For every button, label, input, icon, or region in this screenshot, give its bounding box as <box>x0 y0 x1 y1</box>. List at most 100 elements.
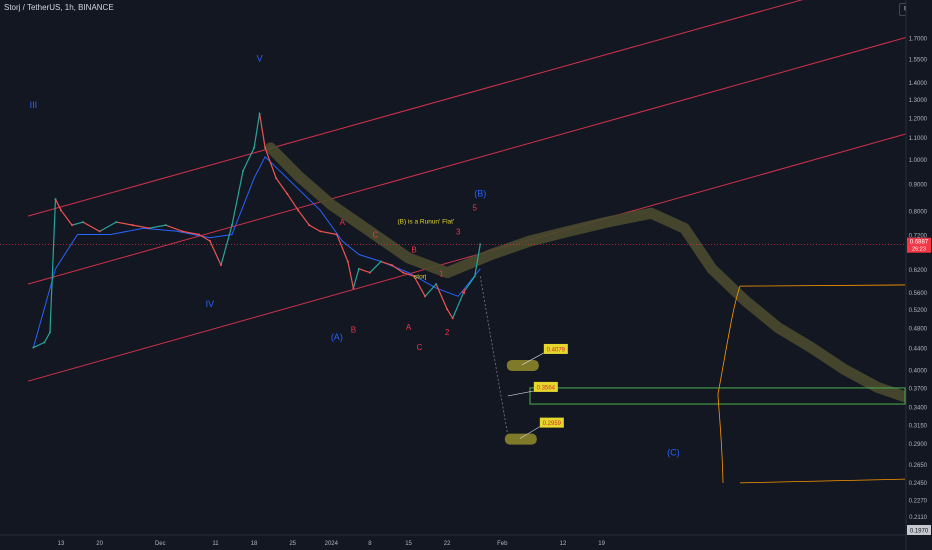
price-point[interactable] <box>435 283 438 286</box>
price-segment[interactable] <box>347 261 354 289</box>
price-segment[interactable] <box>99 221 117 232</box>
price-segment[interactable] <box>391 264 404 274</box>
price-segment[interactable] <box>253 113 261 148</box>
price-point[interactable] <box>368 271 371 274</box>
price-point[interactable] <box>473 275 476 278</box>
current-price-badge[interactable] <box>907 237 931 253</box>
price-point[interactable] <box>451 317 454 320</box>
price-segment[interactable] <box>242 147 255 172</box>
price-point[interactable] <box>43 341 46 344</box>
price-segment[interactable] <box>402 271 415 277</box>
channel-line[interactable] <box>27 34 917 285</box>
price-point[interactable] <box>446 308 449 311</box>
price-segment[interactable] <box>149 224 166 229</box>
price-segment[interactable] <box>435 283 448 310</box>
price-point[interactable] <box>462 291 465 294</box>
price-point[interactable] <box>319 230 322 233</box>
price-segment[interactable] <box>264 147 277 179</box>
x-tick-label: 20 <box>96 541 103 547</box>
y-tick-label: 0.9000 <box>909 182 928 188</box>
price-point[interactable] <box>164 224 167 227</box>
target-pill[interactable] <box>504 433 537 445</box>
price-point[interactable] <box>98 230 101 233</box>
price-point[interactable] <box>413 275 416 278</box>
price-segment[interactable] <box>209 240 222 266</box>
y-tick-label: 0.5600 <box>909 291 928 297</box>
price-point[interactable] <box>286 192 289 195</box>
price-segment[interactable] <box>308 224 321 232</box>
price-point[interactable] <box>264 146 267 149</box>
price-segment[interactable] <box>165 224 183 232</box>
price-point[interactable] <box>82 221 85 224</box>
projection-path[interactable] <box>265 142 911 403</box>
price-point[interactable] <box>242 169 245 172</box>
price-point[interactable] <box>402 271 405 274</box>
price-point[interactable] <box>424 295 427 298</box>
price-segment[interactable] <box>198 233 211 242</box>
price-point[interactable] <box>231 224 234 227</box>
price-point[interactable] <box>115 221 118 224</box>
price-point[interactable] <box>258 112 261 115</box>
price-segment[interactable] <box>452 291 465 319</box>
price-point[interactable] <box>275 177 278 180</box>
price-segment[interactable] <box>369 261 382 273</box>
price-point[interactable] <box>32 346 35 349</box>
price-point[interactable] <box>197 233 200 236</box>
price-point[interactable] <box>357 267 360 270</box>
price-point[interactable] <box>181 230 184 233</box>
price-segment[interactable] <box>132 224 150 229</box>
moving-average-line[interactable] <box>32 155 481 348</box>
price-segment[interactable] <box>320 230 337 236</box>
price-segment[interactable] <box>380 260 393 266</box>
price-segment[interactable] <box>182 230 200 236</box>
price-point[interactable] <box>48 331 51 334</box>
price-segment[interactable] <box>297 209 310 226</box>
price-segment[interactable] <box>33 341 45 349</box>
x-tick-label: Dec <box>155 541 166 547</box>
price-axis[interactable] <box>906 0 932 550</box>
price-point[interactable] <box>352 287 355 290</box>
wave-label-red: A <box>340 218 346 227</box>
price-point[interactable] <box>60 209 62 212</box>
price-segment[interactable] <box>413 276 426 297</box>
price-point[interactable] <box>54 198 57 201</box>
price-segment[interactable] <box>286 193 299 211</box>
channel-line[interactable] <box>27 0 916 217</box>
price-segment[interactable] <box>358 268 371 274</box>
price-segment[interactable] <box>474 244 481 277</box>
price-segment[interactable] <box>424 283 437 297</box>
price-point[interactable] <box>131 224 134 227</box>
target-zone[interactable] <box>529 387 906 405</box>
price-point[interactable] <box>379 260 382 263</box>
price-segment[interactable] <box>446 308 454 319</box>
price-segment[interactable] <box>71 221 84 226</box>
price-segment[interactable] <box>116 221 133 226</box>
price-segment[interactable] <box>463 276 476 293</box>
price-point[interactable] <box>71 224 74 227</box>
price-segment[interactable] <box>259 113 266 148</box>
price-point[interactable] <box>148 227 151 230</box>
price-point[interactable] <box>208 239 211 242</box>
y-tick-label: 1.4000 <box>909 81 928 87</box>
channel-line[interactable] <box>27 130 917 382</box>
price-segment[interactable] <box>49 199 57 333</box>
price-segment[interactable] <box>220 224 233 266</box>
price-segment[interactable] <box>231 170 244 226</box>
price-point[interactable] <box>335 233 338 236</box>
price-point[interactable] <box>297 209 300 212</box>
price-segment[interactable] <box>82 221 100 232</box>
target-pointer <box>507 390 534 397</box>
price-segment[interactable] <box>54 198 62 211</box>
price-segment[interactable] <box>60 209 73 226</box>
price-segment[interactable] <box>336 234 349 262</box>
price-point[interactable] <box>219 264 222 267</box>
target-pill[interactable] <box>506 359 539 371</box>
price-segment[interactable] <box>275 177 288 195</box>
price-segment[interactable] <box>352 268 360 289</box>
price-point[interactable] <box>308 224 311 227</box>
price-segment[interactable] <box>43 332 51 343</box>
price-point[interactable] <box>346 260 349 263</box>
price-point[interactable] <box>253 146 256 149</box>
price-point[interactable] <box>390 264 393 267</box>
